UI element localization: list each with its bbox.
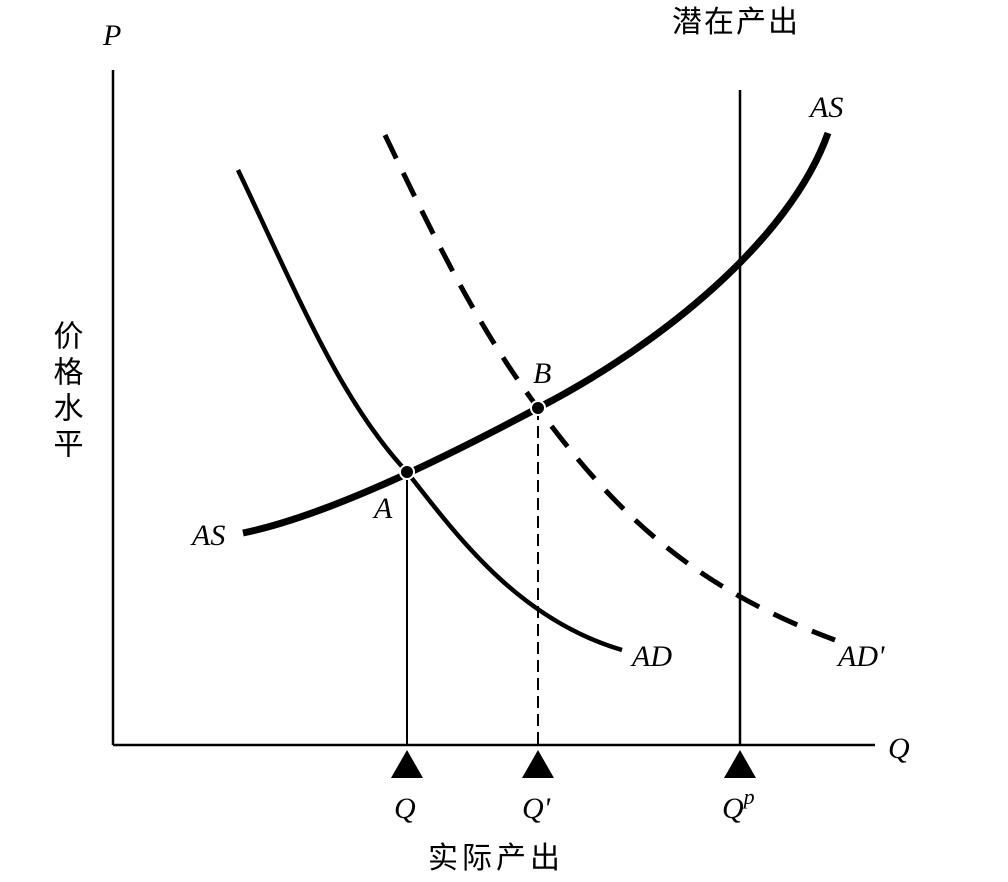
marker-label-base: Q (722, 792, 744, 825)
ad-shifted-label: AD' (836, 640, 885, 673)
marker-triangle (724, 750, 756, 778)
as-label: AS (190, 519, 225, 552)
point-a-label: A (372, 492, 393, 525)
ad-curve (235, 169, 623, 653)
marker-label: Q' (522, 792, 551, 825)
point-b-label: B (533, 357, 551, 390)
potential-output-label: 潜在产出 (672, 5, 800, 40)
x-symbol: Q (888, 732, 910, 765)
point-b (530, 400, 546, 416)
marker-triangle (522, 750, 554, 778)
marker-triangle (391, 750, 423, 778)
ad-shifted-curve (382, 133, 836, 643)
marker-label: Q (394, 792, 416, 825)
marker-label-sup: p (742, 784, 755, 809)
y-symbol: P (102, 19, 121, 52)
marker-label: Qp (722, 784, 755, 825)
x-label: 实际产出 (428, 841, 564, 876)
as-curve (242, 131, 832, 537)
point-a (399, 464, 415, 480)
y-label: 价格水平 (48, 320, 84, 464)
as-label: AS (808, 91, 843, 124)
ad-label: AD (630, 640, 672, 673)
